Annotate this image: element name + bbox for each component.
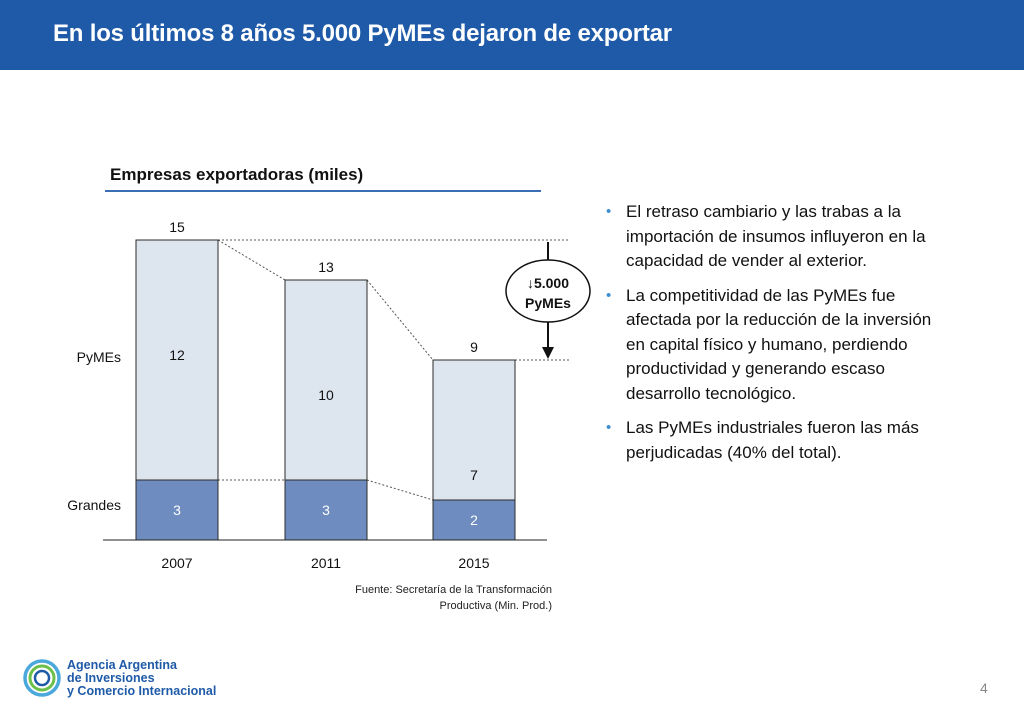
bullet-item: • El retraso cambiario y las trabas a la … [606, 202, 926, 270]
legend-label-pymes: PyMEs [77, 349, 121, 365]
bullet-dot-icon: • [606, 419, 612, 436]
total-label-2011: 13 [318, 259, 334, 275]
source-line-2: Productiva (Min. Prod.) [439, 600, 552, 612]
chart-title: Empresas exportadoras (miles) [110, 165, 364, 184]
data-label-grandes-2011: 3 [322, 502, 330, 518]
x-tick-label-2011: 2011 [311, 555, 341, 571]
annotation-label: PyMEs [525, 295, 571, 311]
slide-title: En los últimos 8 años 5.000 PyMEs dejaro… [53, 20, 672, 47]
bar-grandes-2007 [135, 479, 219, 541]
bar-pymes-2007 [135, 239, 219, 481]
logo-text: Agencia Argentina de Inversiones y Comer… [67, 658, 217, 698]
chart-title-underline [105, 190, 541, 192]
data-label-pymes-2011: 10 [318, 387, 334, 403]
bullet-dot-icon: • [606, 203, 612, 220]
bar-pymes-2015 [432, 359, 516, 501]
connector-top-0 [217, 239, 286, 281]
connector-mid-1 [366, 479, 434, 501]
bullet-list: • El retraso cambiario y las trabas a la … [606, 200, 936, 475]
source-note: Fuente: Secretaría de la Transformación … [300, 582, 552, 614]
bullet-item: • La competitividad de las PyMEs fue afec… [606, 285, 932, 403]
annotation-arrow-head-icon [542, 347, 554, 359]
data-label-pymes-2015: 7 [470, 467, 478, 483]
source-line-1: Fuente: Secretaría de la Transformación [355, 584, 552, 596]
total-label-2015: 9 [470, 339, 478, 355]
connector-top-1 [366, 279, 434, 361]
bullet-dot-icon: • [606, 286, 612, 304]
bar-pymes-2011 [284, 279, 368, 481]
data-label-grandes-2015: 2 [470, 512, 478, 528]
total-label-2007: 15 [169, 219, 185, 235]
annotation-bubble [505, 259, 591, 323]
bullet-item: • Las PyMEs industriales fueron las más p… [606, 418, 919, 462]
x-tick-label-2007: 2007 [161, 555, 192, 571]
page-number: 4 [980, 680, 988, 696]
bar-grandes-2015 [432, 499, 516, 541]
logo-rings-icon [23, 659, 61, 697]
x-tick-label-2015: 2015 [458, 555, 489, 571]
legend-label-grandes: Grandes [67, 497, 121, 513]
agency-logo: Agencia Argentina de Inversiones y Comer… [22, 656, 262, 702]
data-label-pymes-2007: 12 [169, 347, 185, 363]
header-bar: En los últimos 8 años 5.000 PyMEs dejaro… [0, 0, 1024, 70]
data-label-grandes-2007: 3 [173, 502, 181, 518]
annotation-value: ↓5.000 [527, 275, 569, 291]
bar-grandes-2011 [284, 479, 368, 541]
